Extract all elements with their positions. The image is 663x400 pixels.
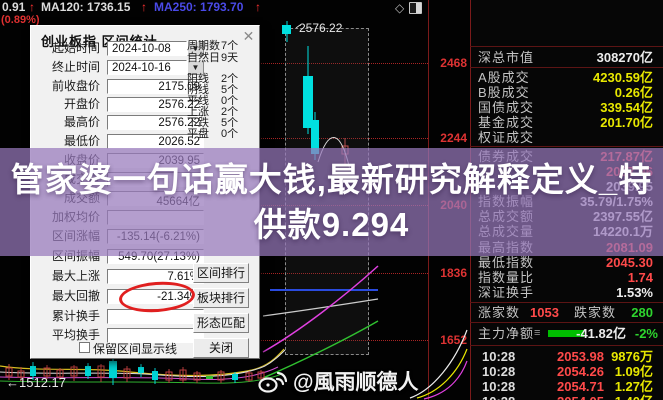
high-price-label: 2576.22 <box>299 21 343 35</box>
chart-toolbar: ◇ <box>395 1 423 15</box>
stat-value: 2个 <box>221 106 239 118</box>
stat-label: 阳线 <box>187 73 209 85</box>
gridline <box>250 63 428 64</box>
banner-line1: 管家婆一句话赢大钱,最新研究解释定义_特 <box>10 161 653 198</box>
start-date-input[interactable]: 2024-10-08 <box>107 41 187 56</box>
chevron-down-icon[interactable]: ▼ <box>187 41 204 56</box>
up-arrow-icon: ↑ <box>29 0 35 14</box>
field-label: 最大上涨 <box>51 269 100 283</box>
tick-row: 10:28 2054.71 1.27亿 <box>482 379 653 394</box>
pattern-match-button[interactable]: 形态匹配 <box>193 313 249 333</box>
avg-turnover-field <box>107 328 204 343</box>
field-label: 最高价 <box>63 115 100 129</box>
stat-label: 自然日 <box>187 52 220 64</box>
ma-prefix-value: 0.91 <box>2 0 26 14</box>
stat-value: 7个 <box>221 40 239 52</box>
divider <box>470 322 663 323</box>
panel-row: 基金成交 201.70亿 <box>478 115 653 130</box>
stat-label: 上涨 <box>187 106 209 118</box>
divider <box>470 46 663 47</box>
advancers-count: 1053 <box>530 305 559 320</box>
panel-row: 深总市值 308270亿 <box>478 50 653 65</box>
end-date-input[interactable]: 2024-10-16 <box>107 60 187 75</box>
change-pct-label: (0.89%) <box>1 14 40 26</box>
prev-close-field: 2175.09 <box>107 79 204 94</box>
field-label: 最低价 <box>63 134 100 148</box>
panel-row: 深证换手 1.53% <box>478 285 653 300</box>
interval-ranking-button[interactable]: 区间排行 <box>193 263 249 283</box>
panel-row: 权证成交 <box>478 130 535 145</box>
tick-row: 10:28 2053.98 9876万 <box>482 349 653 364</box>
split-screen-icon[interactable] <box>409 2 423 14</box>
close-icon[interactable]: ✕ <box>242 28 255 44</box>
net-flow-value: -41.82亿 <box>576 326 626 341</box>
net-flow-pct: -2% <box>634 326 658 341</box>
stat-label: 下跌 <box>187 117 209 129</box>
up-arrow-icon: ↑ <box>141 0 147 14</box>
field-label: 前收盘价 <box>51 79 100 93</box>
panel-row: B股成交 0.26亿 <box>478 85 653 100</box>
close-button[interactable]: 关闭 <box>193 338 249 358</box>
panel-row: 国债成交 339.54亿 <box>478 100 653 115</box>
divider <box>470 302 663 303</box>
open-field: 2576.22 <box>107 97 204 112</box>
divider <box>470 345 663 346</box>
diamond-icon[interactable]: ◇ <box>395 1 405 15</box>
ma250-label: MA250: 1793.70 <box>154 0 244 14</box>
ma120-label: MA120: 1736.15 <box>41 0 131 14</box>
spam-banner-overlay: 管家婆一句话赢大钱,最新研究解释定义_特 供款9.294 <box>0 148 663 256</box>
axis-label: 1836 <box>440 266 467 280</box>
net-flow-bar <box>548 330 584 337</box>
field-label: 开盘价 <box>63 97 100 111</box>
stat-value: 0个 <box>221 95 239 107</box>
sector-ranking-button[interactable]: 板块排行 <box>193 288 249 308</box>
up-arrow-icon: ↑ <box>255 0 261 14</box>
stat-value: 5个 <box>221 117 239 129</box>
high-field: 2576.22 <box>107 115 204 130</box>
weibo-watermark: @風雨顺德人 <box>257 366 418 396</box>
stat-label: 平线 <box>187 95 209 107</box>
decliners-count: 280 <box>631 305 653 320</box>
stat-label: 周期数 <box>187 40 220 52</box>
field-label: 终止时间 <box>51 60 100 74</box>
list-icon[interactable]: ≡ <box>534 327 541 339</box>
stat-value: 9天 <box>221 52 239 64</box>
checkbox-label: 保留区间显示线 <box>93 342 178 356</box>
stat-label: 平盘 <box>187 128 209 140</box>
keep-interval-line-checkbox[interactable] <box>79 342 90 353</box>
axis-label: 2244 <box>440 131 467 145</box>
panel-row: A股成交 4230.59亿 <box>478 70 653 85</box>
panel-row: 指数量比 1.74 <box>478 270 653 285</box>
axis-label: 1652 <box>440 333 467 347</box>
tick-row: 10:28 2054.26 1.09亿 <box>482 364 653 379</box>
stat-label: 阴线 <box>187 84 209 96</box>
low-price-label: ←1512.17 <box>6 375 66 390</box>
main-capital-row: 主力净额 ≡ -41.82亿 -2% <box>478 326 658 341</box>
axis-label: 2468 <box>440 56 467 70</box>
stat-value: 2个 <box>221 73 239 85</box>
stat-value: 0个 <box>221 128 239 140</box>
weibo-icon <box>258 371 287 393</box>
field-label: 起始时间 <box>51 41 100 55</box>
chevron-down-icon[interactable]: ▼ <box>187 60 204 75</box>
panel-row: 最低指数 2045.30 <box>478 255 653 270</box>
divider <box>470 146 663 147</box>
advance-decline-row: 涨家数 1053 跌家数 280 <box>478 305 653 320</box>
divider <box>470 67 663 68</box>
field-label: 平均换手 <box>51 328 100 342</box>
banner-line2: 供款9.294 <box>253 206 410 243</box>
field-label: 最大回撤 <box>51 289 100 303</box>
stat-value: 5个 <box>221 84 239 96</box>
field-label: 累计换手 <box>51 309 100 323</box>
watermark-handle: @風雨顺德人 <box>293 371 419 394</box>
max-drawdown-field: -21.34% <box>107 289 204 304</box>
